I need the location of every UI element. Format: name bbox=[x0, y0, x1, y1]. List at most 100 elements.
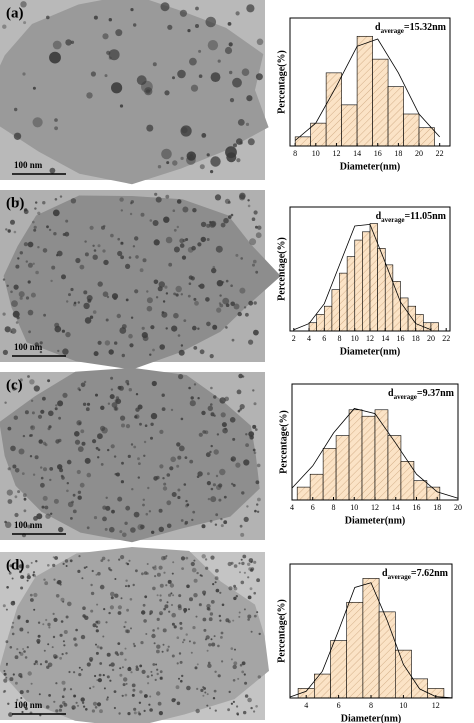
particle bbox=[150, 325, 155, 330]
particle bbox=[23, 704, 27, 707]
particle bbox=[128, 333, 133, 339]
particle bbox=[55, 594, 60, 598]
particle bbox=[33, 662, 36, 666]
particle bbox=[107, 448, 110, 452]
x-tick-label: 8 bbox=[369, 701, 373, 710]
particle bbox=[77, 495, 82, 500]
particle bbox=[143, 454, 146, 457]
particle bbox=[80, 668, 83, 671]
particle bbox=[38, 439, 43, 444]
annotation-symbol: d bbox=[388, 388, 394, 399]
particle bbox=[214, 194, 222, 201]
particle bbox=[149, 612, 152, 615]
particle bbox=[23, 242, 28, 247]
particle bbox=[175, 285, 182, 293]
tem-region bbox=[0, 547, 269, 723]
particle bbox=[171, 654, 175, 658]
particle bbox=[133, 707, 137, 711]
x-tick-label: 4 bbox=[307, 334, 311, 343]
particle bbox=[54, 198, 58, 201]
particle bbox=[66, 300, 69, 303]
particle bbox=[230, 658, 233, 661]
particle bbox=[95, 393, 98, 397]
particle bbox=[25, 564, 30, 569]
particle bbox=[207, 663, 212, 668]
particle bbox=[195, 24, 199, 28]
particle bbox=[82, 606, 86, 610]
particle bbox=[95, 629, 99, 633]
bar bbox=[330, 640, 348, 699]
particle bbox=[51, 265, 56, 270]
particle bbox=[205, 297, 210, 302]
particle bbox=[220, 412, 226, 418]
particle bbox=[149, 219, 153, 222]
particle bbox=[165, 194, 170, 199]
particle bbox=[84, 457, 91, 464]
particle bbox=[247, 199, 250, 202]
particle bbox=[15, 681, 18, 685]
particle bbox=[65, 331, 71, 338]
particle bbox=[206, 704, 209, 707]
particle bbox=[103, 608, 106, 611]
bar bbox=[341, 104, 358, 147]
particle bbox=[229, 98, 235, 103]
particle bbox=[29, 455, 33, 458]
particle bbox=[129, 598, 133, 601]
particle bbox=[33, 608, 36, 611]
x-tick-label: 16 bbox=[396, 334, 404, 343]
particle bbox=[183, 319, 187, 322]
particle bbox=[206, 693, 209, 696]
particle bbox=[52, 635, 56, 639]
particle bbox=[236, 705, 239, 708]
particle bbox=[43, 578, 46, 581]
particle bbox=[155, 296, 159, 299]
particle bbox=[247, 618, 250, 621]
particle bbox=[109, 605, 114, 610]
particle bbox=[146, 290, 149, 293]
particle bbox=[245, 312, 249, 317]
particle bbox=[37, 211, 41, 215]
bar bbox=[346, 601, 364, 699]
particle bbox=[33, 592, 38, 598]
particle bbox=[77, 490, 82, 494]
particle bbox=[167, 645, 170, 648]
particle bbox=[214, 576, 219, 580]
particle bbox=[172, 160, 178, 166]
particle bbox=[252, 263, 255, 267]
particle bbox=[214, 670, 217, 673]
particle bbox=[198, 49, 202, 53]
particle bbox=[3, 689, 7, 693]
particle bbox=[156, 572, 161, 577]
particle bbox=[62, 562, 65, 566]
particle bbox=[106, 696, 109, 699]
particle bbox=[59, 704, 63, 708]
particle bbox=[180, 417, 184, 421]
particle bbox=[54, 322, 60, 328]
particle bbox=[86, 92, 93, 99]
particle bbox=[180, 293, 183, 296]
particle bbox=[57, 349, 60, 353]
particle bbox=[105, 505, 111, 511]
particle bbox=[159, 613, 162, 615]
particle bbox=[233, 564, 238, 568]
particle bbox=[78, 388, 82, 392]
particle bbox=[235, 462, 241, 468]
particle bbox=[181, 127, 188, 134]
panel-label: (c) bbox=[6, 377, 23, 393]
particle bbox=[72, 493, 76, 497]
particle bbox=[239, 404, 245, 410]
particle bbox=[170, 592, 173, 595]
particle bbox=[245, 122, 250, 126]
particle bbox=[140, 524, 145, 530]
particle bbox=[255, 270, 259, 274]
particle bbox=[81, 701, 85, 704]
particle bbox=[210, 156, 221, 167]
particle bbox=[165, 292, 169, 295]
particle bbox=[200, 221, 207, 228]
particle bbox=[84, 615, 89, 620]
particle bbox=[181, 255, 187, 260]
particle bbox=[152, 62, 157, 67]
particle bbox=[115, 472, 120, 477]
particle bbox=[225, 146, 237, 159]
particle bbox=[84, 317, 92, 324]
